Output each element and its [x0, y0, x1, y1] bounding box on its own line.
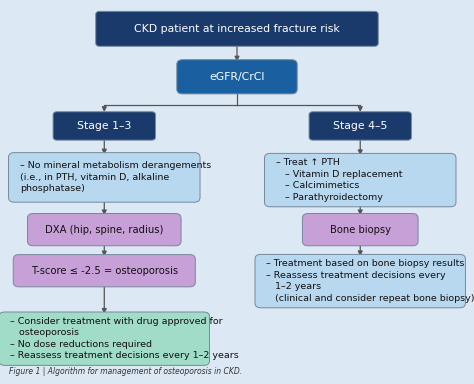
Text: CKD patient at increased fracture risk: CKD patient at increased fracture risk: [134, 24, 340, 34]
FancyBboxPatch shape: [264, 153, 456, 207]
Text: T-score ≤ -2.5 = osteoporosis: T-score ≤ -2.5 = osteoporosis: [31, 266, 178, 276]
Text: – Consider treatment with drug approved for
   osteoporosis
– No dose reductions: – Consider treatment with drug approved …: [10, 317, 239, 360]
FancyBboxPatch shape: [53, 112, 155, 140]
Text: Figure 1 | Algorithm for management of osteoporosis in CKD.: Figure 1 | Algorithm for management of o…: [9, 367, 243, 376]
Text: – No mineral metabolism derangements
(i.e., in PTH, vitamin D, alkaline
phosphat: – No mineral metabolism derangements (i.…: [20, 161, 211, 194]
FancyBboxPatch shape: [177, 60, 297, 94]
FancyBboxPatch shape: [309, 112, 411, 140]
FancyBboxPatch shape: [27, 214, 181, 246]
FancyBboxPatch shape: [255, 254, 465, 308]
Text: Stage 4–5: Stage 4–5: [333, 121, 387, 131]
FancyBboxPatch shape: [13, 255, 195, 287]
FancyBboxPatch shape: [302, 214, 418, 246]
Text: – Treatment based on bone biopsy results
– Reassess treatment decisions every
  : – Treatment based on bone biopsy results…: [266, 260, 474, 303]
FancyBboxPatch shape: [0, 312, 210, 366]
Text: eGFR/CrCl: eGFR/CrCl: [210, 72, 264, 82]
FancyBboxPatch shape: [9, 152, 200, 202]
FancyBboxPatch shape: [96, 11, 378, 46]
Text: DXA (hip, spine, radius): DXA (hip, spine, radius): [45, 225, 164, 235]
Text: – Treat ↑ PTH
   – Vitamin D replacement
   – Calcimimetics
   – Parathyroidecto: – Treat ↑ PTH – Vitamin D replacement – …: [276, 159, 402, 202]
Text: Bone biopsy: Bone biopsy: [330, 225, 391, 235]
Text: Stage 1–3: Stage 1–3: [77, 121, 131, 131]
